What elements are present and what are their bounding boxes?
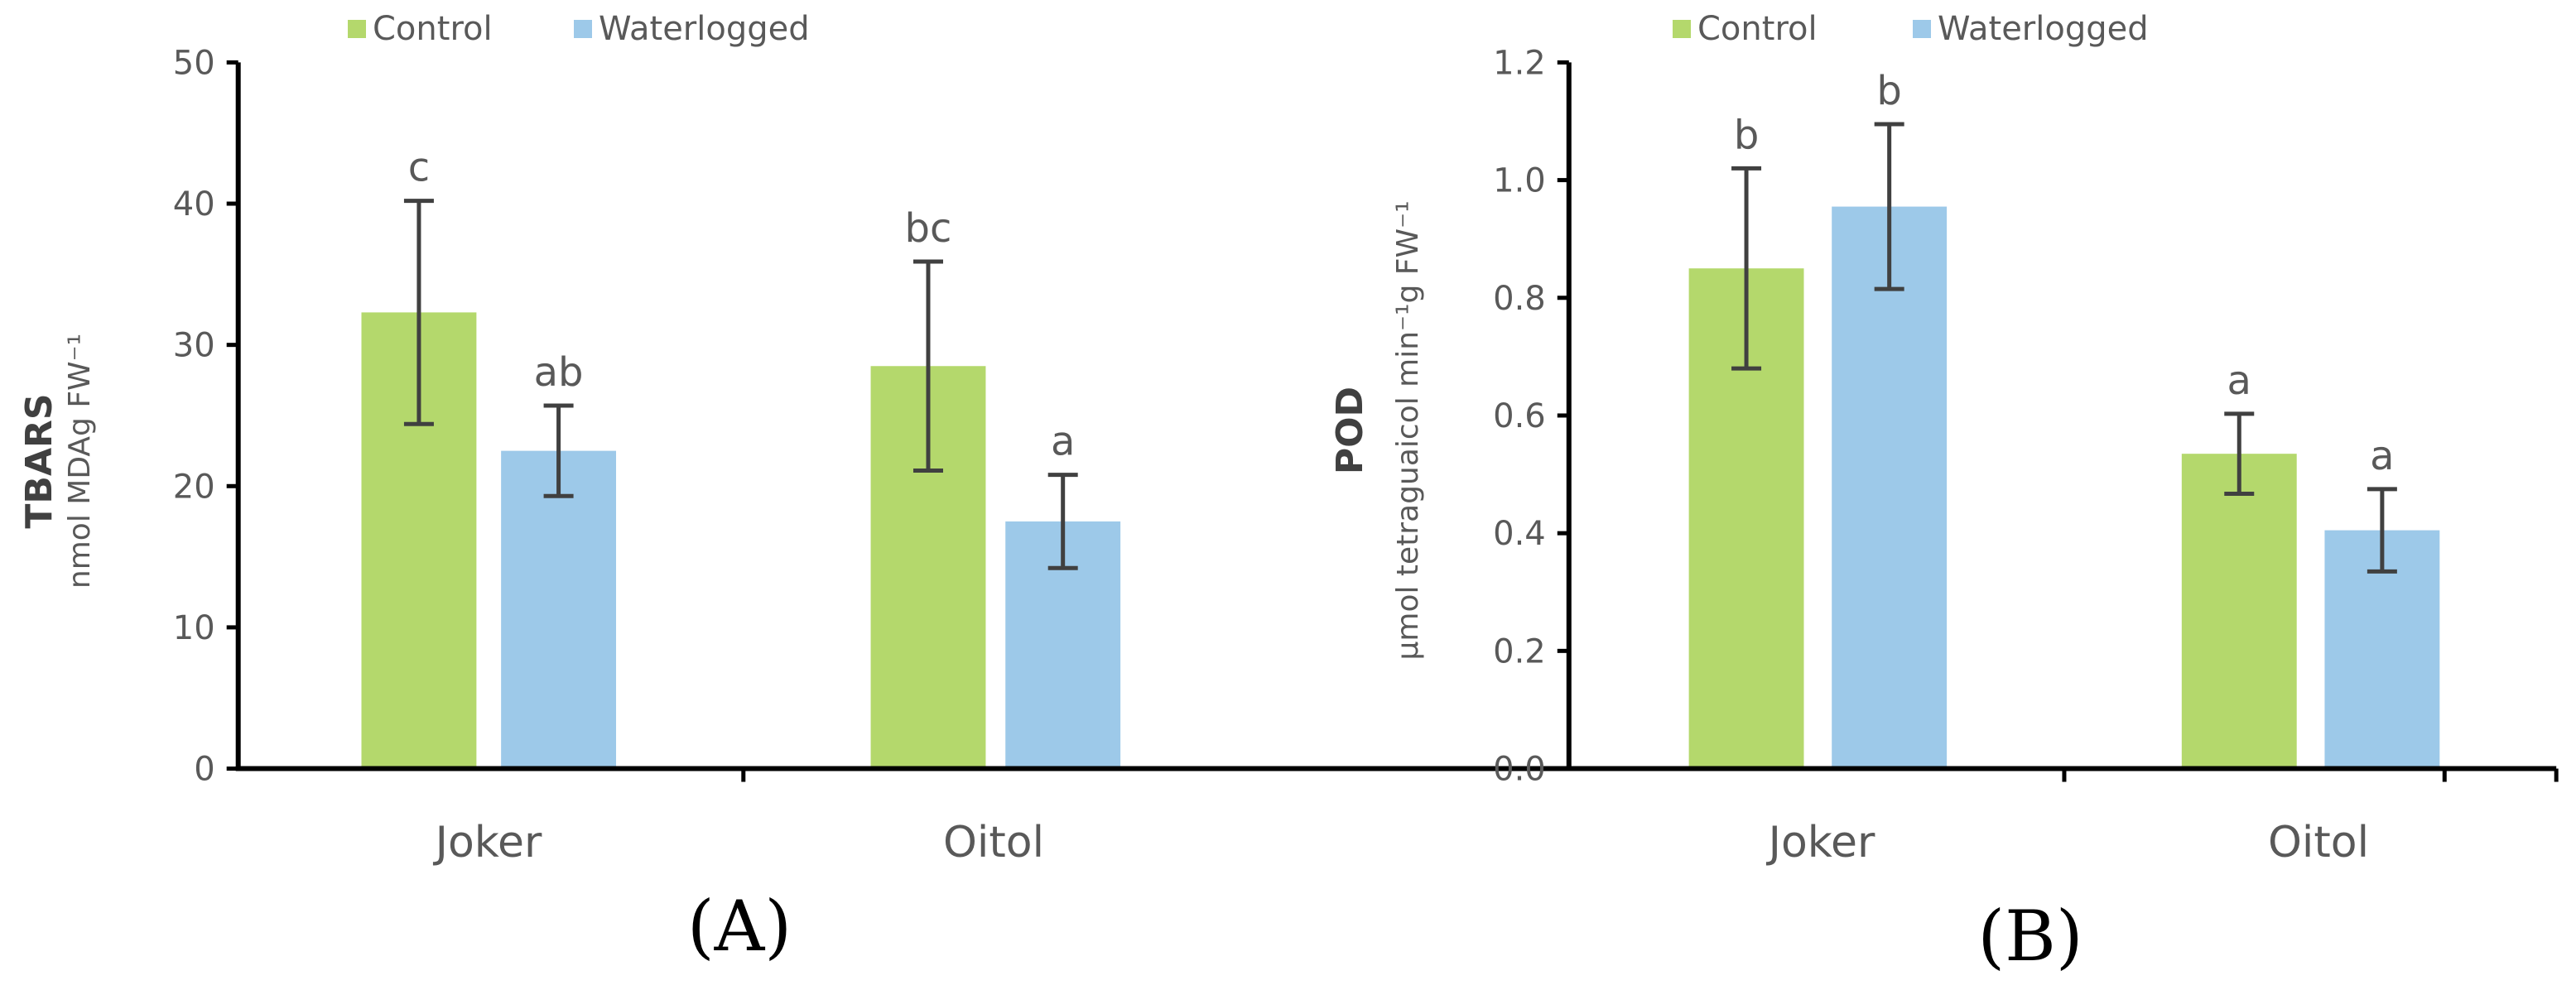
error-bar-control-joker-a (403, 199, 434, 426)
x-category-label-joker-a: Joker (433, 818, 542, 867)
significance-letter-control-joker-a: c (408, 145, 430, 191)
y-tick-label-a: 30 (173, 327, 215, 365)
significance-letter-waterlogged-oitol-b: a (2370, 433, 2394, 479)
error-bar-waterlogged-oitol-b (2367, 487, 2397, 574)
significance-letter-waterlogged-oitol-a: a (1051, 419, 1075, 465)
significance-letter-waterlogged-joker-b: b (1876, 68, 1901, 114)
legend-label-control-b: Control (1697, 10, 1818, 48)
legend-swatch-control-b (1673, 20, 1691, 38)
significance-letter-control-oitol-a: bc (905, 205, 952, 252)
y-axis-title-main-b: POD (1329, 387, 1371, 474)
y-tick-label-b: 0.6 (1493, 397, 1546, 435)
legend-label-control-a: Control (373, 10, 493, 48)
y-tick-label-b: 0.2 (1493, 632, 1546, 670)
bar-control-oitol-b (2181, 454, 2297, 769)
y-axis-subtitle-group-a: nmol MDAg FW⁻¹ (63, 334, 97, 589)
legend-label-waterlogged-b: Waterlogged (1938, 10, 2149, 48)
y-tick-label-b: 0.4 (1493, 515, 1546, 553)
error-bar-control-oitol-b (2224, 411, 2255, 497)
significance-letter-waterlogged-joker-a: ab (534, 349, 584, 396)
panel-label-b: (B) (1977, 896, 2082, 977)
x-category-label-joker-b: Joker (1766, 818, 1875, 867)
legend-a: Control Waterlogged (348, 10, 810, 48)
legend-label-waterlogged-a: Waterlogged (599, 10, 810, 48)
error-bar-waterlogged-oitol-a (1047, 473, 1078, 570)
y-tick-label-a: 50 (173, 44, 215, 82)
significance-letter-control-oitol-b: a (2227, 358, 2251, 404)
error-bar-control-oitol-a (912, 259, 943, 473)
y-tick-label-a: 10 (173, 609, 215, 647)
x-category-label-oitol-a: Oitol (943, 818, 1044, 867)
legend-swatch-waterlogged-b (1913, 20, 1931, 38)
error-bar-control-joker-b (1731, 166, 1762, 371)
legend-swatch-waterlogged-a (574, 20, 592, 38)
y-axis-subtitle-group-b: μmol tetraguaicol min⁻¹g FW⁻¹ (1391, 200, 1425, 660)
y-axis-title-group-b: POD (1329, 387, 1371, 474)
y-tick-label-b: 1.0 (1493, 162, 1546, 200)
legend-b: Control Waterlogged (1673, 10, 2149, 48)
y-tick-label-b: 1.2 (1493, 44, 1546, 82)
y-axis-title-main-a: TBARS (18, 393, 60, 528)
y-tick-label-b: 0.0 (1493, 751, 1546, 789)
panel-label-a: (A) (687, 886, 792, 967)
chart-panel-a: Control Waterlogged TBARS nmol MDAg FW⁻¹… (18, 10, 2447, 967)
error-bar-waterlogged-joker-a (543, 403, 574, 498)
y-axis-title-sub-b: μmol tetraguaicol min⁻¹g FW⁻¹ (1391, 200, 1425, 660)
significance-letter-control-joker-b: b (1734, 112, 1759, 158)
y-axis-title-a: TBARS (18, 393, 60, 528)
bar-waterlogged-joker-a (501, 450, 617, 769)
y-tick-label-a: 0 (194, 751, 214, 789)
y-axis-title-sub-a: nmol MDAg FW⁻¹ (63, 334, 97, 589)
legend-swatch-control-a (348, 20, 366, 38)
y-tick-label-b: 0.8 (1493, 280, 1546, 318)
x-category-label-oitol-b: Oitol (2268, 818, 2369, 867)
bar-waterlogged-joker-b (1832, 206, 1948, 769)
chart-panel-b: Control Waterlogged POD μmol tetraguaico… (1329, 10, 2559, 977)
error-bar-waterlogged-joker-b (1874, 122, 1904, 291)
y-tick-label-a: 40 (173, 185, 215, 223)
y-tick-label-a: 20 (173, 468, 215, 506)
